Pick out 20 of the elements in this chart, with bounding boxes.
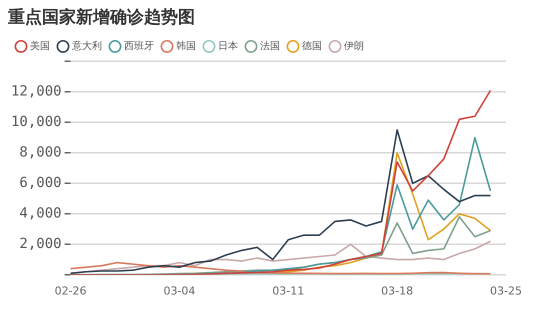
x-tick-label: 02-26 — [54, 284, 87, 298]
chart-title: 重点国家新增确诊趋势图 — [7, 8, 195, 28]
y-tick-label: 2,000 — [19, 236, 62, 252]
x-tick-label: 03-25 — [490, 284, 522, 298]
legend-label: 德国 — [302, 40, 322, 52]
y-tick-label: 4,000 — [19, 205, 62, 222]
legend-label: 意大利 — [71, 40, 102, 52]
y-tick-label: 10,000 — [10, 114, 62, 130]
legend-label: 日本 — [218, 40, 238, 52]
x-tick-label: 03-11 — [272, 284, 304, 298]
legend-label: 西班牙 — [124, 40, 154, 52]
legend-label: 美国 — [30, 40, 50, 52]
legend-label: 韩国 — [176, 40, 196, 52]
x-tick-label: 03-04 — [163, 284, 196, 298]
legend-label: 法国 — [260, 40, 280, 52]
y-tick-label: 6,000 — [19, 174, 62, 191]
y-tick-label: 12,000 — [10, 84, 62, 100]
x-tick-label: 03-18 — [381, 284, 414, 298]
legend-label: 伊朗 — [344, 40, 364, 52]
y-tick-label: 8,000 — [19, 144, 62, 160]
